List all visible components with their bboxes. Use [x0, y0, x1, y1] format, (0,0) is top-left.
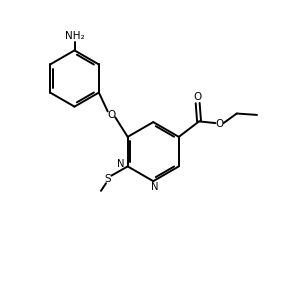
Text: N: N — [151, 182, 158, 192]
Text: N: N — [117, 159, 124, 168]
Text: O: O — [215, 119, 224, 129]
Text: S: S — [104, 174, 111, 184]
Text: NH₂: NH₂ — [65, 31, 84, 41]
Text: O: O — [193, 92, 202, 102]
Text: O: O — [108, 110, 116, 119]
